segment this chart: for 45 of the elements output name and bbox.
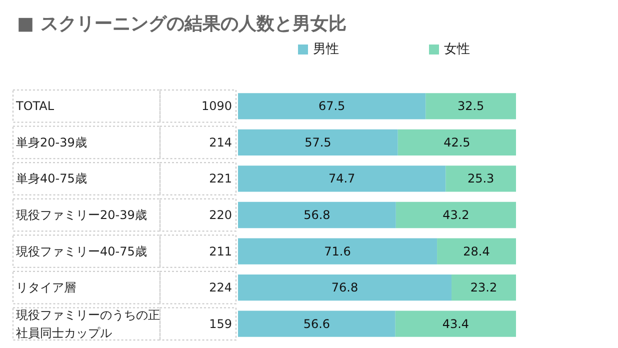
bar xyxy=(238,129,398,156)
y2-tick-label: 221 xyxy=(209,172,232,186)
y-tick-label: 単身40-75歳 xyxy=(16,172,87,186)
y-tick-label: TOTAL xyxy=(15,99,54,114)
y-tick-label: リタイア層 xyxy=(16,280,76,295)
y-tick-label: 現役ファミリー20-39歳 xyxy=(16,208,147,222)
chart-title: ■ スクリーニングの結果の人数と男女比 xyxy=(17,14,346,34)
data-label: 71.6 xyxy=(324,244,351,258)
data-label: 42.5 xyxy=(444,135,470,150)
data-label: 43.2 xyxy=(442,208,470,222)
data-label: 57.5 xyxy=(304,135,332,150)
y2-tick-label: 1090 xyxy=(201,99,232,114)
bar xyxy=(238,310,396,337)
bar xyxy=(426,93,516,120)
y2-tick-label: 224 xyxy=(209,280,232,295)
data-label: 28.4 xyxy=(463,244,490,258)
bar xyxy=(395,310,516,337)
bar xyxy=(398,129,516,156)
bar xyxy=(238,274,452,301)
data-label: 32.5 xyxy=(457,99,484,114)
y2-tick-label: 211 xyxy=(209,244,232,258)
bar xyxy=(238,202,396,228)
data-label: 43.4 xyxy=(442,316,470,331)
data-label: 76.8 xyxy=(331,280,358,295)
y-tick-label: 単身20-39歳 xyxy=(16,135,87,150)
bar xyxy=(452,274,516,301)
bar xyxy=(446,166,516,192)
bar xyxy=(238,238,438,264)
bar xyxy=(238,93,426,120)
data-label: 67.5 xyxy=(318,99,346,114)
y2-tick-label: 220 xyxy=(209,208,232,222)
data-label: 74.7 xyxy=(328,172,356,186)
y-tick-label: 現役ファミリー40-75歳 xyxy=(16,244,147,258)
legend-label: 男性 xyxy=(313,42,339,57)
legend-label: 女性 xyxy=(444,42,470,57)
y2-tick-label: 214 xyxy=(209,135,232,150)
y2-tick-label: 159 xyxy=(209,316,232,331)
bar xyxy=(437,238,516,264)
data-label: 23.2 xyxy=(470,280,498,295)
data-label: 56.6 xyxy=(303,316,330,331)
data-label: 56.8 xyxy=(304,208,330,222)
y-tick-label: 現役ファミリーのうちの正社員同士カップル xyxy=(16,308,160,340)
bar xyxy=(396,202,516,228)
bar xyxy=(238,166,446,192)
data-label: 25.3 xyxy=(467,172,494,186)
